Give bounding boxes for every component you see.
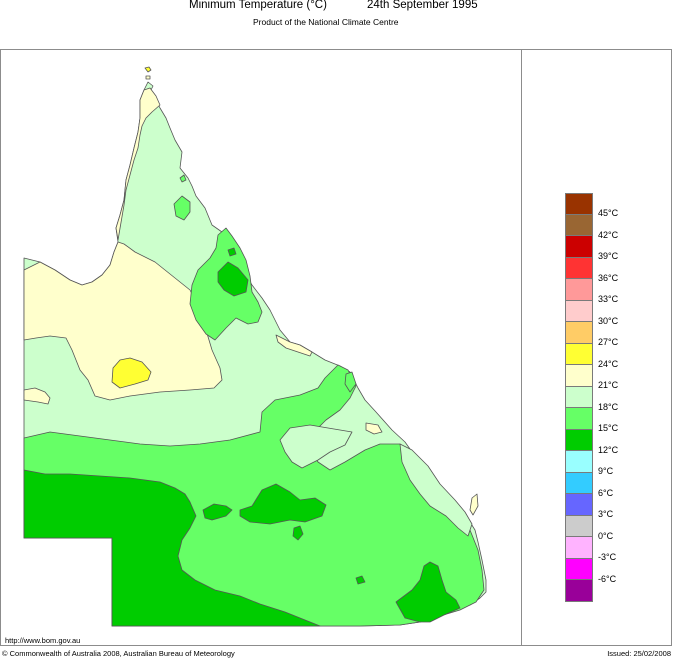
chart-title: Minimum Temperature (°C) 24th September … bbox=[0, 0, 674, 14]
queensland-map bbox=[23, 66, 487, 627]
island-top bbox=[144, 66, 152, 73]
legend-label: -6°C bbox=[598, 574, 617, 584]
legend-label: 24°C bbox=[598, 359, 619, 369]
legend-swatch bbox=[565, 408, 593, 430]
zone-12-15-patch-b bbox=[202, 503, 233, 521]
zone-15-18-cape-patch bbox=[173, 195, 191, 221]
zone-15-18-central-coast bbox=[344, 371, 357, 393]
legend-label: 30°C bbox=[598, 316, 619, 326]
legend-swatch bbox=[565, 515, 593, 537]
zone-12-15-tablelands-small bbox=[227, 247, 237, 257]
legend-swatch bbox=[565, 558, 593, 580]
legend-swatch bbox=[565, 537, 593, 559]
color-legend bbox=[565, 193, 593, 602]
legend-swatch bbox=[565, 257, 593, 279]
legend-label: 42°C bbox=[598, 230, 619, 240]
zone-12-15-patch-d bbox=[355, 575, 366, 585]
legend-swatch bbox=[565, 429, 593, 451]
subtitle: Product of the National Climate Centre bbox=[253, 17, 399, 27]
legend-label: -3°C bbox=[598, 552, 617, 562]
zone-12-15-patch-c bbox=[292, 525, 304, 541]
title-variable: Minimum Temperature (°C) bbox=[189, 0, 327, 11]
legend-label: 15°C bbox=[598, 423, 619, 433]
legend-swatch bbox=[565, 580, 593, 602]
zone-21-24-gulf bbox=[23, 241, 223, 401]
zone-12-15-granite-belt bbox=[395, 561, 461, 623]
map-frame bbox=[0, 49, 672, 646]
legend-label: 36°C bbox=[598, 273, 619, 283]
zone-12-15-patch-a bbox=[239, 483, 327, 525]
copyright-notice: © Commonwealth of Australia 2008, Austra… bbox=[2, 649, 235, 658]
source-url[interactable]: http://www.bom.gov.au bbox=[5, 636, 81, 645]
zone-21-24-cape-west bbox=[115, 87, 161, 241]
legend-label: 45°C bbox=[598, 208, 619, 218]
legend-swatch bbox=[565, 472, 593, 494]
zone-12-15-tablelands bbox=[217, 261, 249, 297]
legend-swatch bbox=[565, 386, 593, 408]
legend-label: 27°C bbox=[598, 337, 619, 347]
legend-label: 33°C bbox=[598, 294, 619, 304]
legend-swatch bbox=[565, 343, 593, 365]
legend-swatch bbox=[565, 214, 593, 236]
legend-label: 18°C bbox=[598, 402, 619, 412]
zone-21-24-east-coast bbox=[275, 334, 313, 357]
zone-18-21-central-patch bbox=[279, 424, 353, 469]
legend-label: 9°C bbox=[598, 466, 614, 476]
legend-label: 12°C bbox=[598, 445, 619, 455]
zone-21-24-se-island bbox=[469, 493, 479, 516]
legend-swatch bbox=[565, 279, 593, 301]
legend-swatch bbox=[565, 300, 593, 322]
legend-swatch bbox=[565, 451, 593, 473]
zone-18-21-se-coast bbox=[399, 443, 473, 537]
legend-label: 6°C bbox=[598, 488, 614, 498]
issued-date: Issued: 25/02/2008 bbox=[607, 649, 671, 658]
zone-21-24-west-patch bbox=[23, 387, 51, 405]
zone-15-18-cape-patch-2 bbox=[179, 174, 187, 183]
island-top-2 bbox=[145, 75, 151, 80]
legend-label: 39°C bbox=[598, 251, 619, 261]
legend-label: 3°C bbox=[598, 509, 614, 519]
zone-21-24-east-coast-2 bbox=[365, 422, 383, 435]
title-date: 24th September 1995 bbox=[367, 0, 478, 11]
legend-divider bbox=[521, 49, 522, 646]
legend-label: 21°C bbox=[598, 380, 619, 390]
zone-24-27-patch bbox=[111, 357, 152, 389]
legend-swatch bbox=[565, 193, 593, 215]
legend-swatch bbox=[565, 494, 593, 516]
legend-swatch bbox=[565, 322, 593, 344]
zone-12-15-southwest bbox=[23, 469, 321, 627]
legend-swatch bbox=[565, 236, 593, 258]
legend-swatch bbox=[565, 365, 593, 387]
legend-label: 0°C bbox=[598, 531, 614, 541]
